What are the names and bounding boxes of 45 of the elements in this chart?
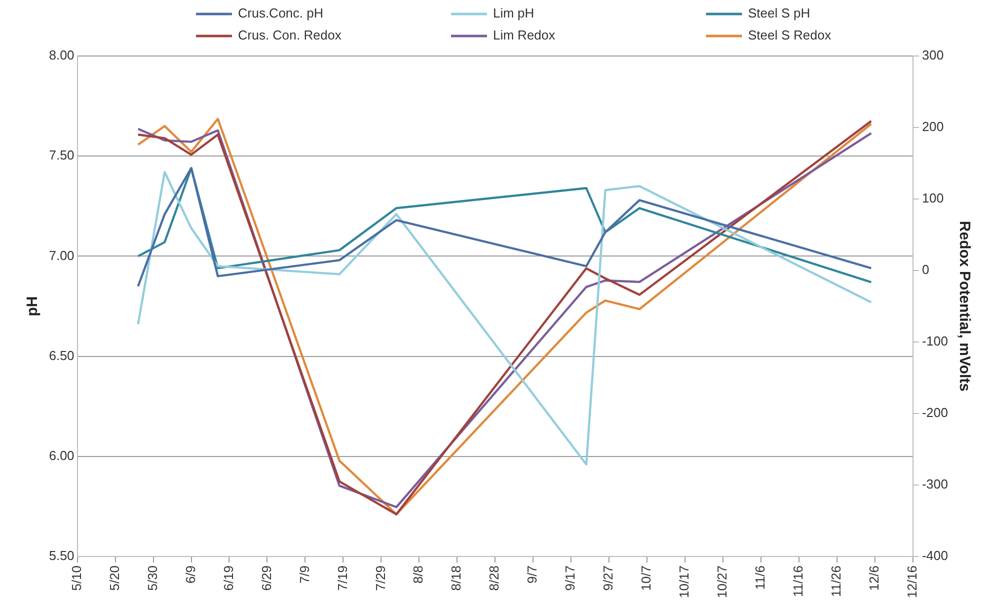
x-tick-label: 12/16 — [904, 565, 920, 598]
y2-tick-label: 0 — [922, 262, 930, 278]
legend-label: Crus. Con. Redox — [238, 28, 342, 43]
x-tick-label: 9/17 — [562, 565, 578, 591]
x-tick-label: 6/29 — [258, 565, 274, 591]
y-tick-label: 6.00 — [48, 448, 74, 463]
x-tick-label: 7/19 — [334, 565, 350, 591]
y2-tick-label: 100 — [922, 190, 944, 206]
x-tick-label: 5/10 — [68, 565, 84, 591]
y2-tick-label: -200 — [922, 405, 948, 420]
x-tick-label: 7/9 — [296, 565, 312, 584]
x-tick-label: 6/9 — [182, 565, 198, 584]
y2-tick-label: -300 — [922, 476, 948, 492]
y-tick-label: 5.50 — [48, 548, 74, 564]
x-tick-label: 8/18 — [448, 565, 464, 591]
x-tick-label: 11/16 — [790, 565, 806, 598]
x-tick-label: 8/28 — [486, 565, 502, 591]
y2-axis-title: Redox Potential, mVolts — [956, 220, 973, 392]
y2-tick-label: 200 — [922, 119, 944, 134]
y-axis-title: pH — [24, 296, 42, 316]
x-tick-label: 11/26 — [828, 565, 844, 598]
x-tick-label: 10/17 — [676, 565, 692, 598]
y-tick-label: 6.50 — [48, 348, 74, 363]
y2-tick-label: -100 — [922, 334, 948, 349]
legend-label: Steel S Redox — [748, 28, 832, 43]
y-tick-label: 8.00 — [48, 48, 74, 63]
x-tick-label: 10/7 — [638, 565, 654, 591]
y-tick-label: 7.00 — [48, 248, 74, 263]
x-tick-label: 6/19 — [220, 565, 236, 591]
x-tick-label: 9/27 — [600, 565, 616, 591]
x-tick-label: 9/7 — [524, 565, 540, 584]
y2-tick-label: -400 — [922, 548, 948, 564]
legend-label: Steel S pH — [748, 6, 810, 21]
legend-label: Crus.Conc. pH — [238, 6, 324, 21]
legend-label: Lim Redox — [493, 28, 556, 43]
x-tick-label: 5/30 — [144, 565, 160, 591]
x-tick-label: 8/8 — [410, 565, 426, 584]
x-tick-label: 10/27 — [714, 565, 730, 598]
x-tick-label: 7/29 — [372, 565, 388, 591]
x-tick-label: 11/6 — [752, 565, 768, 590]
x-tick-label: 5/20 — [106, 565, 122, 591]
legend-label: Lim pH — [493, 6, 534, 21]
x-tick-label: 12/6 — [866, 565, 882, 591]
y2-tick-label: 300 — [922, 48, 944, 63]
y-tick-label: 7.50 — [48, 148, 74, 163]
